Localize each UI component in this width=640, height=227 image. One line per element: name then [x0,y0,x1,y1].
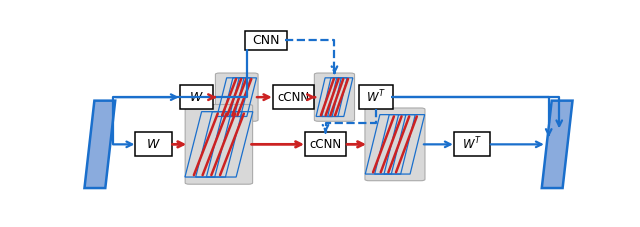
FancyBboxPatch shape [305,132,346,156]
Text: $W^T$: $W^T$ [462,136,482,153]
FancyBboxPatch shape [185,104,253,184]
Polygon shape [84,101,115,188]
FancyBboxPatch shape [454,132,490,156]
FancyBboxPatch shape [135,132,172,156]
FancyBboxPatch shape [359,85,393,109]
FancyBboxPatch shape [273,85,314,109]
FancyBboxPatch shape [314,73,355,121]
Text: $W$: $W$ [189,91,204,104]
Text: $W^T$: $W^T$ [366,89,386,106]
FancyBboxPatch shape [216,73,258,121]
Text: cCNN: cCNN [277,91,309,104]
Text: cCNN: cCNN [310,138,342,151]
FancyBboxPatch shape [180,85,213,109]
FancyBboxPatch shape [245,31,287,50]
Text: CNN: CNN [252,34,280,47]
Text: $W$: $W$ [146,138,161,151]
FancyBboxPatch shape [365,108,425,181]
Polygon shape [542,101,573,188]
